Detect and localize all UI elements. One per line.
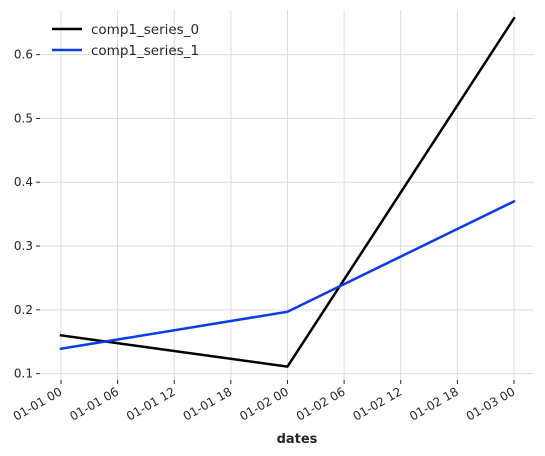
- x-tick-label: 01-01 18: [181, 384, 235, 423]
- y-tick-label: 0.2: [14, 303, 33, 317]
- x-tick-label: 01-02 18: [407, 384, 461, 423]
- legend: comp1_series_0 comp1_series_1: [52, 22, 199, 59]
- y-tick-label: 0.4: [14, 175, 33, 189]
- x-tick-label: 01-02 00: [237, 384, 291, 423]
- x-tick-label: 01-02 06: [294, 384, 348, 423]
- x-axis-ticks: 01-01 00 01-01 06 01-01 12 01-01 18 01-02 00…: [11, 380, 518, 424]
- series-lines: [59, 16, 516, 368]
- y-axis-ticks: 0.1 0.2 0.3 0.4 0.5 0.6: [14, 48, 40, 381]
- y-tick-label: 0.1: [14, 367, 33, 381]
- x-tick-label: 01-02 12: [351, 384, 405, 423]
- series-line-comp1_series_1: [59, 199, 516, 351]
- grid: [40, 10, 534, 380]
- y-tick-label: 0.6: [14, 48, 33, 62]
- y-tick-label: 0.5: [14, 111, 33, 125]
- legend-entry-label: comp1_series_0: [91, 22, 199, 38]
- x-tick-label: 01-01 00: [11, 384, 65, 423]
- x-axis-label: dates: [277, 432, 318, 447]
- x-tick-label: 01-01 06: [67, 384, 121, 423]
- x-tick-label: 01-01 12: [124, 384, 178, 423]
- series-line-comp1_series_0: [59, 16, 516, 368]
- y-tick-label: 0.3: [14, 239, 33, 253]
- x-tick-label: 01-03 00: [464, 384, 518, 423]
- legend-entry-label: comp1_series_1: [91, 43, 199, 59]
